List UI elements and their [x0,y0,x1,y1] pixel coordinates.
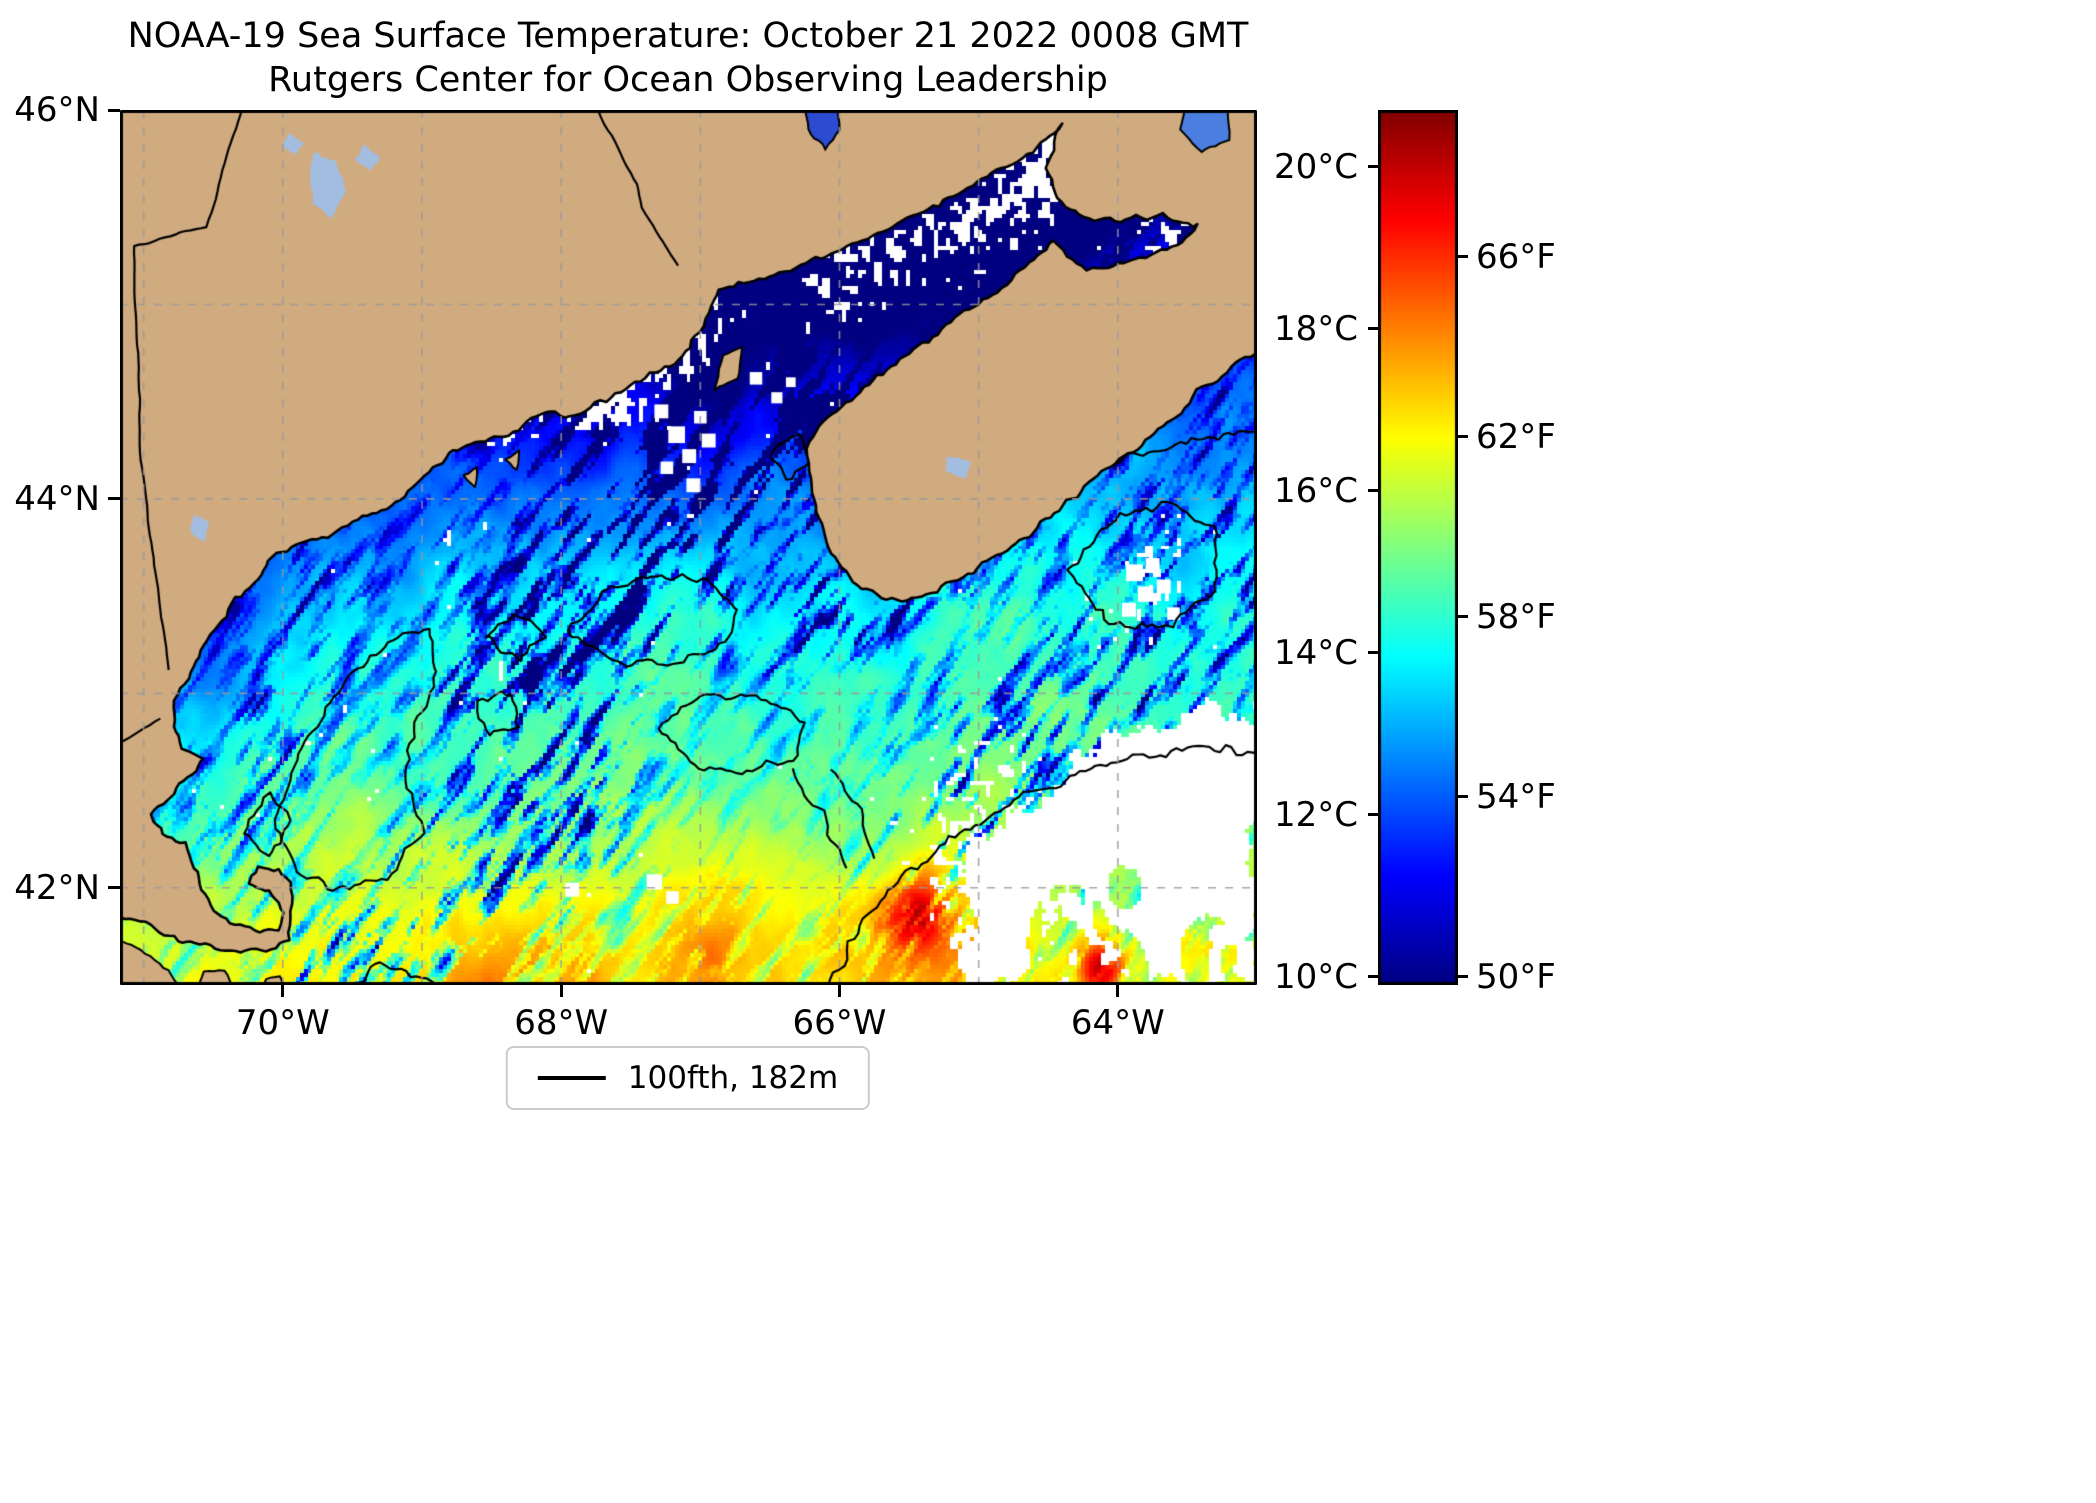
colorbar-f-tick-label: 50°F [1476,956,1556,997]
colorbar-canvas [1378,110,1458,985]
legend-label: 100fth, 182m [627,1060,839,1096]
y-tick-label: 46°N [14,90,100,130]
x-tick-mark [559,985,563,997]
colorbar-f-tick-mark [1458,795,1468,799]
sst-map-canvas [120,110,1257,985]
colorbar-c-tick-mark [1368,651,1378,655]
x-tick-label: 70°W [235,1003,330,1043]
x-tick-label: 64°W [1070,1003,1165,1043]
colorbar-f-tick-label: 66°F [1476,236,1556,277]
x-tick-mark [837,985,841,997]
colorbar-c-tick-label: 10°C [1273,956,1358,997]
colorbar-c-tick-mark [1368,813,1378,817]
colorbar-f-tick-label: 58°F [1476,596,1556,637]
chart-title: NOAA-19 Sea Surface Temperature: October… [127,16,1249,56]
y-tick-mark [108,108,120,112]
colorbar-c-tick-label: 12°C [1273,794,1358,835]
colorbar-c-tick-label: 20°C [1273,146,1358,187]
y-tick-mark [108,497,120,501]
colorbar-c-tick-mark [1368,975,1378,979]
y-tick-label: 42°N [14,867,100,908]
colorbar-f-tick-mark [1458,435,1468,439]
colorbar-f-tick-mark [1458,255,1468,259]
x-tick-mark [1116,985,1120,997]
colorbar-c-tick-mark [1368,165,1378,169]
colorbar-f-tick-mark [1458,615,1468,619]
colorbar-c-tick-label: 14°C [1273,632,1358,673]
colorbar-f-tick-label: 54°F [1476,776,1556,817]
contour-line-sample [537,1076,606,1080]
legend-box: 100fth, 182m [505,1046,871,1110]
x-tick-label: 66°W [792,1003,887,1043]
colorbar-c-tick-mark [1368,327,1378,331]
chart-subtitle: Rutgers Center for Ocean Observing Leade… [268,60,1108,100]
colorbar-c-tick-label: 18°C [1273,308,1358,349]
colorbar-f-tick-mark [1458,975,1468,979]
y-tick-mark [108,886,120,890]
colorbar-f-tick-label: 62°F [1476,416,1556,457]
y-tick-label: 44°N [14,478,100,519]
x-tick-mark [281,985,285,997]
colorbar-c-tick-mark [1368,489,1378,493]
x-tick-label: 68°W [514,1003,609,1043]
colorbar-c-tick-label: 16°C [1273,470,1358,511]
